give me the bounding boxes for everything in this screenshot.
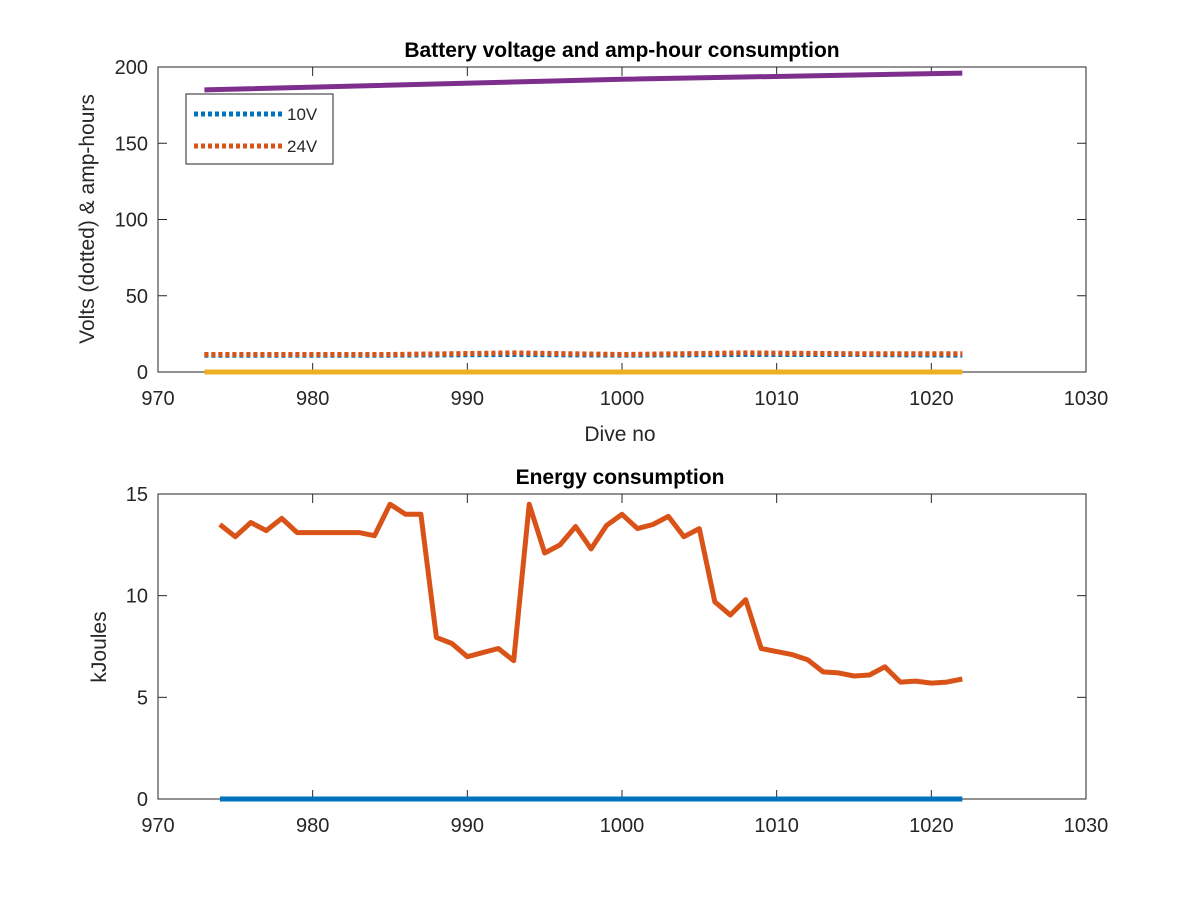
voltage-x-tick-label: 970 [141,388,174,410]
energy-axes-box [157,493,1087,800]
energy-y-tick-label: 10 [126,586,148,608]
voltage-x-tick-label: 1020 [909,388,954,410]
voltage-y-tick-label: 0 [137,362,148,384]
voltage-x-axis-label: Dive no [584,423,655,446]
voltage-x-tick-label: 1000 [600,388,645,410]
voltage-y-tick-label: 150 [115,133,148,155]
voltage-chart-title: Battery voltage and amp-hour consumption [404,39,839,62]
energy-subplot: 970 980 990 1000 1010 1020 1030 0 5 10 15 Energy c… [88,466,1108,837]
voltage-series-line-1 [204,350,963,357]
voltage-x-tick-label: 1010 [754,388,799,410]
energy-x-tick-label: 1010 [754,815,799,837]
voltage-y-tick-label: 200 [115,57,148,79]
energy-chart-title: Energy consumption [516,466,725,489]
energy-x-tick-label: 970 [141,815,174,837]
voltage-y-tick-label: 100 [115,210,148,232]
energy-x-tick-label: 1000 [600,815,645,837]
energy-y-axis-label: kJoules [88,611,111,682]
energy-y-tick-label: 15 [126,484,148,506]
energy-y-tick-label: 0 [137,789,148,811]
legend-box [185,93,334,165]
energy-y-tick-label: 5 [137,687,148,709]
voltage-series-line-3 [204,70,963,93]
voltage-x-tick-label: 980 [296,388,329,410]
voltage-y-axis-label: Volts (dotted) & amp-hours [76,94,99,344]
voltage-ticks: 970 980 990 1000 1010 1020 1030 0 50 100 150 200 [115,57,1109,410]
voltage-legend: 10V 24V [185,93,334,165]
energy-x-tick-label: 980 [296,815,329,837]
voltage-subplot: 970 980 990 1000 1010 1020 1030 0 50 100 150 200 Ba… [76,39,1108,446]
energy-series [218,501,963,802]
voltage-x-tick-label: 990 [451,388,484,410]
energy-x-tick-label: 1030 [1064,815,1109,837]
voltage-x-tick-label: 1030 [1064,388,1109,410]
legend-label-10v: 10V [287,105,318,124]
energy-x-tick-label: 1020 [909,815,954,837]
energy-series-line-1 [218,501,963,686]
legend-label-24v: 24V [287,137,318,156]
energy-x-tick-label: 990 [451,815,484,837]
voltage-series [204,70,963,375]
energy-ticks: 970 980 990 1000 1010 1020 1030 0 5 10 15 [126,484,1109,837]
voltage-y-tick-label: 50 [126,286,148,308]
